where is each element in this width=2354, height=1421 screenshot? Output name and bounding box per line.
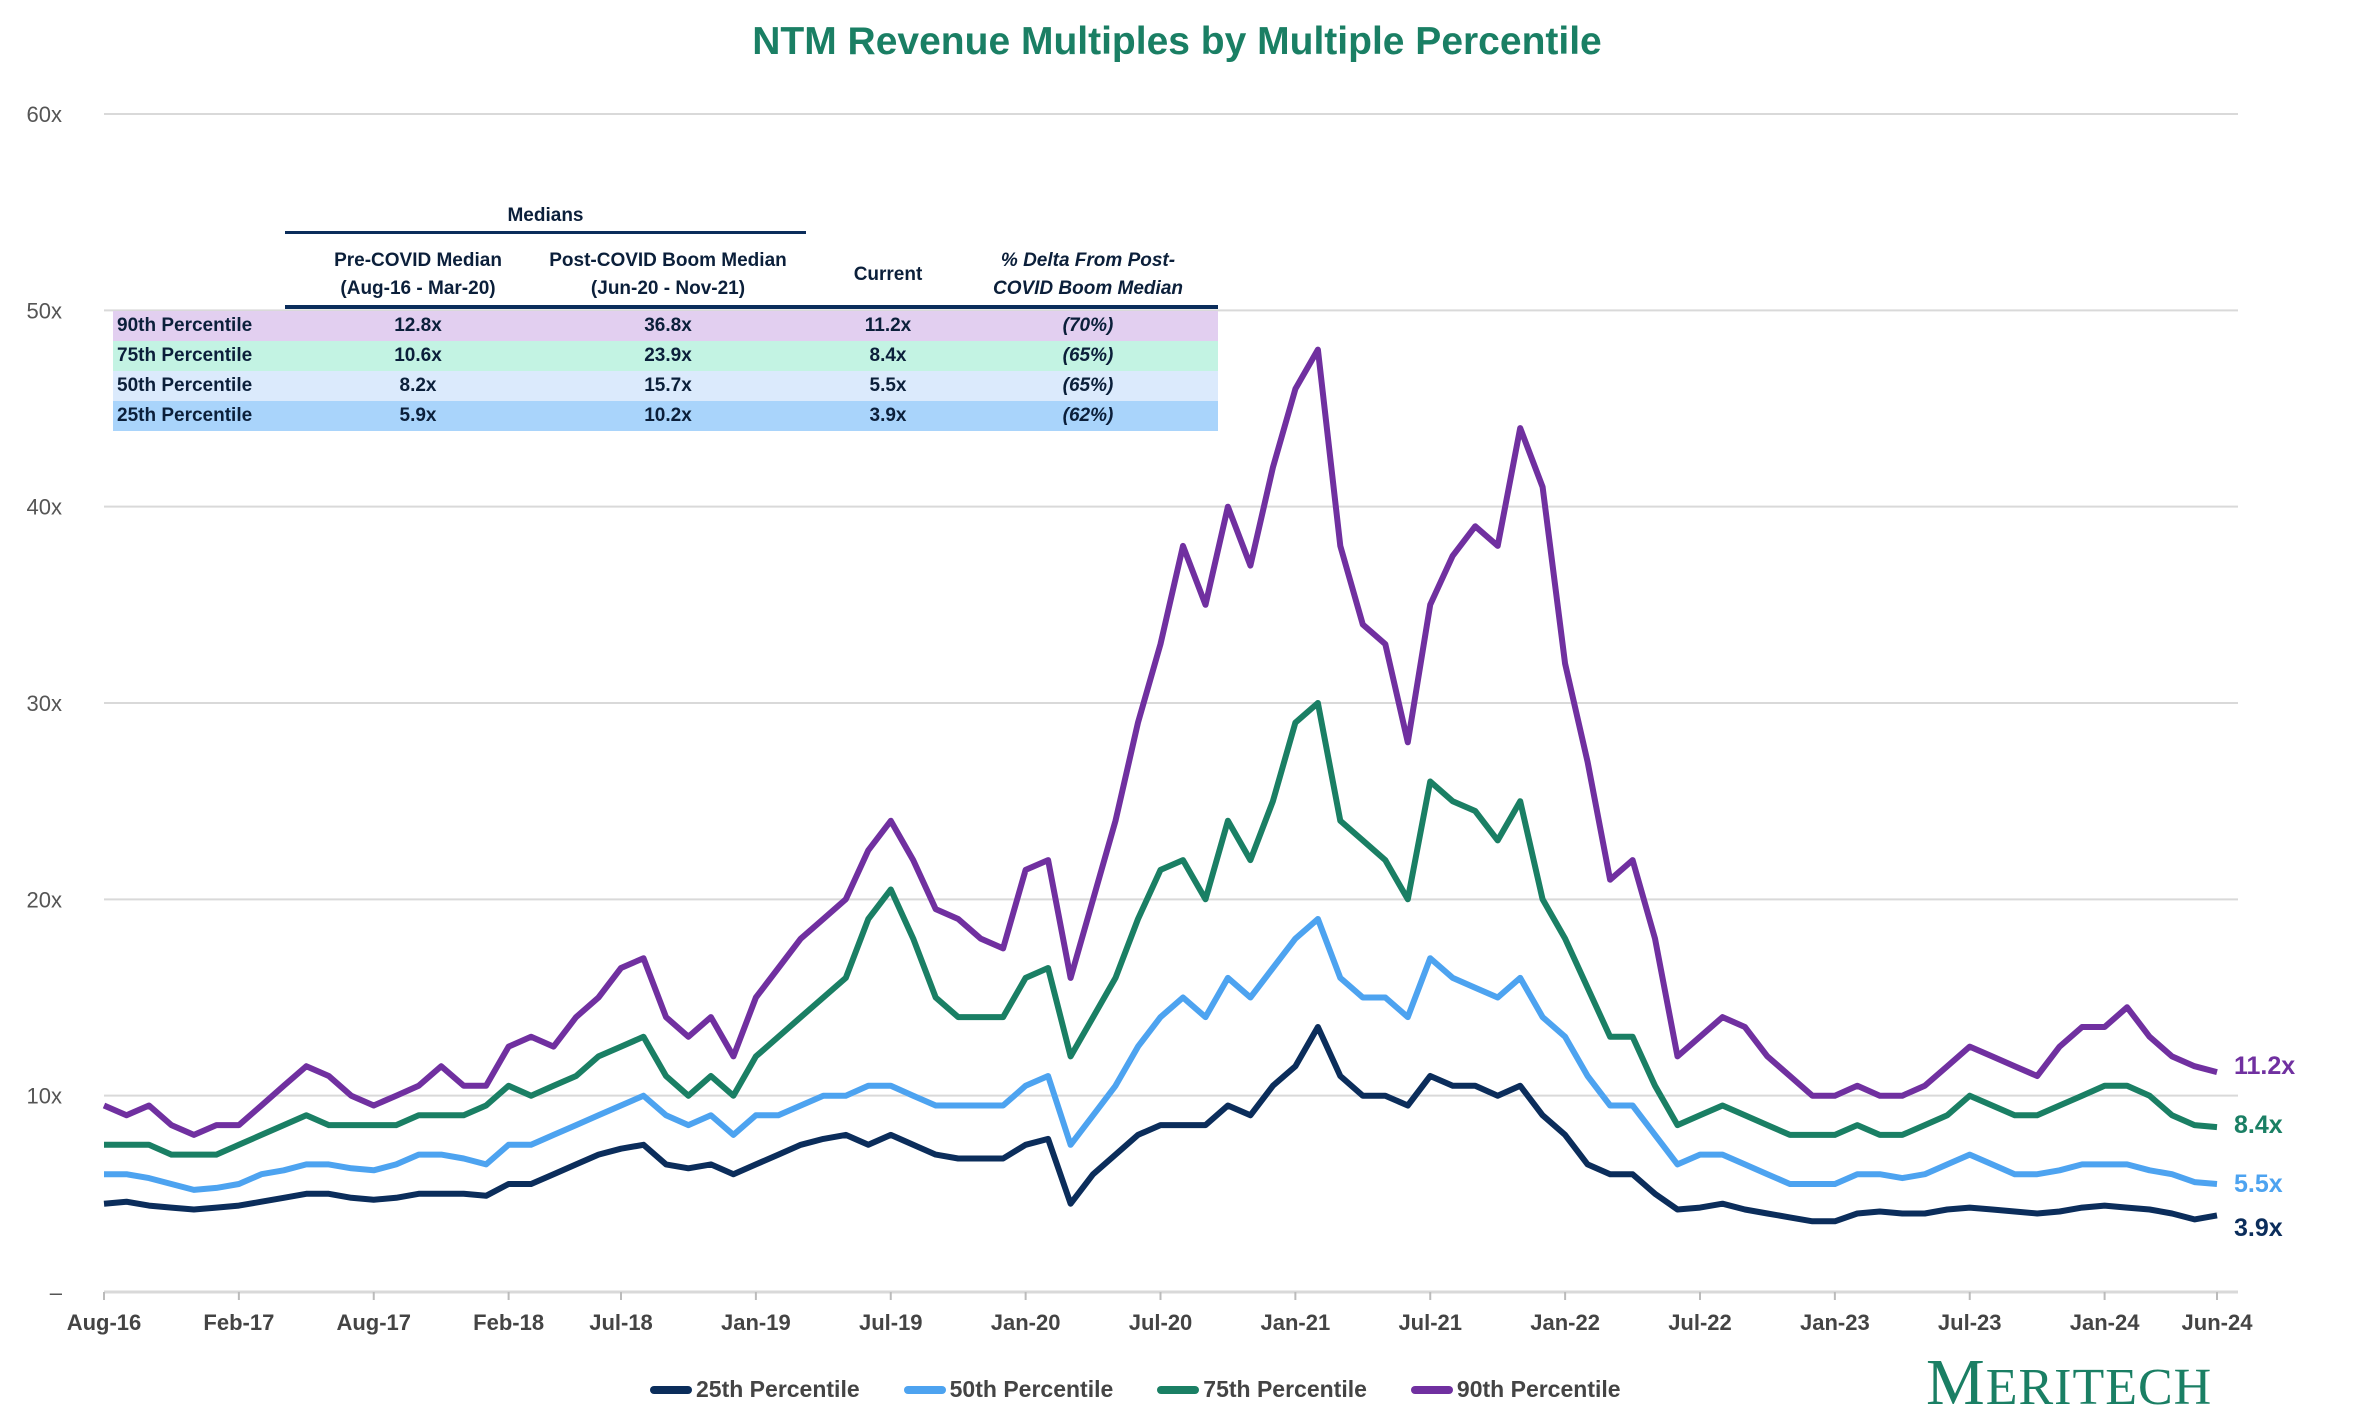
y-tick-label: 10x: [27, 1084, 62, 1109]
cell-delta: (65%): [1062, 345, 1114, 366]
x-tick-label: Jul-18: [589, 1310, 653, 1335]
legend-swatch: [903, 1385, 946, 1394]
y-tick-label: 60x: [27, 102, 62, 127]
x-tick-label: Feb-17: [203, 1310, 274, 1335]
header-divider: [285, 305, 1218, 309]
series-line-50th: [104, 916, 2218, 1193]
medians-group-header: Medians: [285, 205, 806, 234]
cell-post: 10.2x: [644, 405, 692, 426]
cell-pre: 8.2x: [399, 375, 437, 396]
y-tick-label: 40x: [27, 495, 62, 520]
cell-delta: (65%): [1062, 375, 1114, 396]
logo-rest: ERITECH: [1985, 1359, 2213, 1416]
x-tick-label: Jan-24: [2070, 1310, 2140, 1335]
logo-initial: M: [1926, 1346, 1986, 1419]
legend-item: 25th Percentile: [650, 1376, 860, 1403]
end-value-label: 3.9x: [2234, 1214, 2283, 1242]
cell-post: 36.8x: [644, 315, 692, 336]
series-line-90th: [102, 346, 2218, 1138]
cell-label: 25th Percentile: [117, 405, 253, 426]
legend-swatch: [1157, 1385, 1200, 1394]
legend-swatch: [1410, 1385, 1453, 1394]
col-header-pre-covid: Pre-COVID Median (Aug-16 - Mar-20): [303, 247, 533, 303]
col-header-line: Post-COVID Boom Median: [549, 250, 787, 271]
x-tick-label: Jul-19: [859, 1310, 923, 1335]
legend-item: 90th Percentile: [1410, 1376, 1621, 1403]
table-row: 50th Percentile 8.2x 15.7x 5.5x (65%): [113, 371, 1218, 401]
col-header-delta: % Delta From Post- COVID Boom Median: [973, 247, 1203, 303]
cell-delta: (70%): [1062, 315, 1114, 336]
col-header-line: % Delta From Post-: [1000, 250, 1176, 271]
x-tick-label: Aug-16: [67, 1310, 142, 1335]
chart-title: NTM Revenue Multiples by Multiple Percen…: [752, 20, 1602, 63]
cell-current: 3.9x: [869, 405, 907, 426]
legend-label: 25th Percentile: [696, 1376, 860, 1402]
end-value-label: 11.2x: [2234, 1052, 2295, 1080]
series-line-75th: [104, 700, 2218, 1158]
x-tick-label: Jul-23: [1938, 1310, 2002, 1335]
col-header-current: Current: [833, 261, 943, 289]
cell-current: 11.2x: [864, 315, 912, 336]
legend-label: 90th Percentile: [1456, 1376, 1621, 1402]
y-tick-label: 50x: [27, 298, 62, 323]
col-header-line: (Aug-16 - Mar-20): [340, 278, 496, 299]
col-header-line: Current: [853, 264, 923, 285]
end-value-label: 5.5x: [2234, 1170, 2283, 1198]
legend-item: 75th Percentile: [1157, 1376, 1367, 1403]
cell-pre: 5.9x: [399, 405, 437, 426]
legend-label: 50th Percentile: [949, 1376, 1114, 1402]
cell-post: 23.9x: [644, 345, 692, 366]
end-value-label: 8.4x: [2234, 1111, 2283, 1139]
legend-item: 50th Percentile: [903, 1376, 1114, 1403]
y-tick-label: –: [50, 1280, 63, 1305]
x-tick-label: Jan-22: [1530, 1310, 1600, 1335]
x-tick-label: Jan-21: [1261, 1310, 1331, 1335]
x-tick-label: Jan-19: [721, 1310, 791, 1335]
meritech-logo: MERITECH: [1926, 1345, 2212, 1421]
series-line-25th: [103, 1024, 2218, 1225]
x-tick-label: Jul-21: [1398, 1310, 1462, 1335]
x-tick-label: Jan-23: [1800, 1310, 1870, 1335]
x-tick-label: Aug-17: [336, 1310, 411, 1335]
legend-label: 75th Percentile: [1203, 1376, 1367, 1402]
table-row: 90th Percentile 12.8x 36.8x 11.2x (70%): [113, 311, 1218, 341]
cell-pre: 10.6x: [394, 345, 442, 366]
x-tick-label: Feb-18: [473, 1310, 544, 1335]
col-header-line: Pre-COVID Median: [334, 250, 502, 271]
x-tick-label: Jul-20: [1129, 1310, 1193, 1335]
cell-delta: (62%): [1062, 405, 1114, 426]
x-tick-label: Jan-20: [991, 1310, 1061, 1335]
table-row: 25th Percentile 5.9x 10.2x 3.9x (62%): [113, 401, 1218, 431]
cell-current: 8.4x: [869, 345, 907, 366]
cell-label: 50th Percentile: [117, 375, 253, 396]
cell-label: 75th Percentile: [117, 345, 253, 366]
col-header-post-covid: Post-COVID Boom Median (Jun-20 - Nov-21): [533, 247, 803, 303]
cell-pre: 12.8x: [394, 315, 442, 336]
y-tick-label: 20x: [27, 887, 62, 912]
col-header-line: (Jun-20 - Nov-21): [590, 278, 746, 299]
col-header-line: COVID Boom Median: [992, 278, 1183, 299]
y-tick-label: 30x: [27, 691, 62, 716]
x-tick-label: Jun-24: [2182, 1310, 2254, 1335]
x-tick-label: Jul-22: [1668, 1310, 1732, 1335]
cell-label: 90th Percentile: [117, 315, 253, 336]
cell-current: 5.5x: [869, 375, 907, 396]
legend-swatch: [650, 1385, 692, 1394]
legend: 25th Percentile 50th Percentile 75th Perce…: [650, 1376, 1621, 1403]
cell-post: 15.7x: [644, 375, 692, 396]
table-row: 75th Percentile 10.6x 23.9x 8.4x (65%): [113, 341, 1218, 371]
